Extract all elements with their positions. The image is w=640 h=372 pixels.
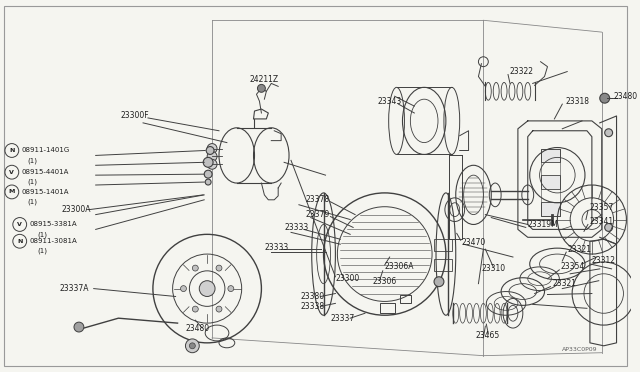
Text: 23337: 23337 (330, 314, 355, 323)
Text: 23306A: 23306A (385, 262, 414, 272)
Text: V: V (10, 170, 14, 175)
Circle shape (207, 159, 217, 169)
Text: M: M (9, 189, 15, 195)
Bar (541, 202, 560, 216)
Circle shape (193, 265, 198, 271)
Circle shape (228, 286, 234, 292)
Text: N: N (17, 239, 22, 244)
Text: 23354: 23354 (560, 262, 584, 272)
Bar (399, 295, 412, 304)
Text: 23341: 23341 (590, 217, 614, 226)
Circle shape (180, 286, 186, 292)
Circle shape (193, 306, 198, 312)
Circle shape (257, 84, 266, 92)
Text: 23343: 23343 (378, 97, 402, 106)
Text: 23379: 23379 (306, 210, 330, 219)
Circle shape (205, 179, 211, 185)
Text: 23465: 23465 (476, 331, 500, 340)
Text: 23333: 23333 (264, 243, 289, 252)
Circle shape (207, 151, 217, 161)
Text: 23310: 23310 (481, 264, 506, 273)
Text: 23300A: 23300A (61, 205, 91, 214)
Text: (1): (1) (38, 231, 47, 238)
Text: 23300: 23300 (335, 274, 360, 283)
Text: 23321: 23321 (567, 245, 591, 254)
Bar (541, 148, 560, 162)
Circle shape (189, 343, 195, 349)
Circle shape (199, 281, 215, 296)
Text: (1): (1) (28, 179, 38, 185)
Circle shape (216, 265, 222, 271)
Bar (380, 304, 395, 313)
Circle shape (434, 277, 444, 286)
Bar (434, 259, 452, 271)
Bar (541, 175, 560, 189)
Text: AP33C0P09: AP33C0P09 (563, 347, 598, 352)
Text: 08911-3081A: 08911-3081A (29, 238, 77, 244)
Text: 08915-1401A: 08915-1401A (22, 189, 69, 195)
Circle shape (74, 322, 84, 332)
Text: 23378: 23378 (306, 195, 330, 204)
Circle shape (605, 224, 612, 231)
Circle shape (207, 144, 217, 153)
Text: (1): (1) (28, 157, 38, 164)
Text: 23319M: 23319M (528, 220, 559, 229)
Text: 23322: 23322 (509, 67, 533, 76)
Text: 23470: 23470 (461, 238, 486, 247)
Text: N: N (9, 148, 15, 153)
Text: 23333: 23333 (284, 223, 308, 232)
Text: 23480: 23480 (614, 92, 637, 101)
Text: 08915-4401A: 08915-4401A (22, 169, 69, 175)
Text: 23306: 23306 (373, 277, 397, 286)
Text: 08915-3381A: 08915-3381A (29, 221, 77, 227)
Text: 24211Z: 24211Z (250, 75, 278, 84)
Text: V: V (17, 222, 22, 227)
Text: 23300F: 23300F (120, 112, 149, 121)
Text: 23338: 23338 (301, 302, 325, 311)
Circle shape (186, 339, 199, 353)
Text: 23337A: 23337A (59, 284, 89, 293)
Text: 23312: 23312 (592, 256, 616, 266)
Text: 23480: 23480 (186, 324, 209, 333)
Text: 23380: 23380 (301, 292, 325, 301)
Text: (1): (1) (38, 248, 47, 254)
Ellipse shape (204, 157, 213, 167)
Circle shape (206, 147, 214, 154)
Text: 23321: 23321 (552, 279, 577, 288)
Text: 23318: 23318 (565, 97, 589, 106)
Text: 23357: 23357 (590, 203, 614, 212)
Circle shape (216, 306, 222, 312)
Text: 08911-1401G: 08911-1401G (22, 147, 70, 154)
Circle shape (600, 93, 610, 103)
Text: (1): (1) (28, 199, 38, 205)
Bar (434, 239, 452, 251)
Ellipse shape (204, 170, 212, 178)
Circle shape (605, 129, 612, 137)
Bar (541, 148, 560, 216)
